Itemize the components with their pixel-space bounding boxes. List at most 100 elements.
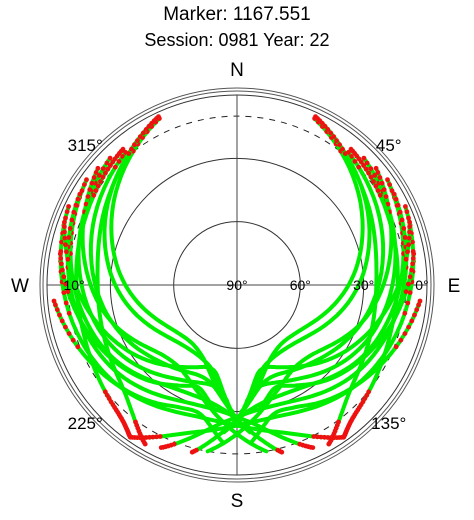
low-elevation-point xyxy=(409,318,415,324)
low-elevation-point xyxy=(71,209,77,215)
low-elevation-point xyxy=(100,174,106,180)
low-elevation-point xyxy=(66,235,72,240)
low-elevation-point xyxy=(326,441,332,447)
elevation-label-90: 90° xyxy=(226,277,247,293)
low-elevation-point xyxy=(356,164,362,170)
low-elevation-point xyxy=(401,226,407,231)
low-elevation-point xyxy=(154,434,160,440)
low-elevation-point xyxy=(381,187,387,193)
low-elevation-point xyxy=(352,159,358,164)
low-elevation-point xyxy=(63,300,69,306)
low-elevation-point xyxy=(82,182,87,188)
elevation-label-10: 10° xyxy=(64,277,85,293)
cardinal-north-label: N xyxy=(230,60,244,81)
low-elevation-point xyxy=(64,209,70,215)
low-elevation-point xyxy=(116,159,122,164)
low-elevation-point xyxy=(64,249,69,255)
satellite-track xyxy=(102,127,229,403)
low-elevation-point xyxy=(391,191,397,197)
low-elevation-point xyxy=(63,242,68,248)
satellite-track xyxy=(239,116,365,414)
low-elevation-point xyxy=(406,281,411,287)
low-elevation-point xyxy=(62,229,67,235)
low-elevation-point xyxy=(383,194,389,200)
low-elevation-point xyxy=(70,337,76,343)
satellite-track xyxy=(248,299,422,445)
low-elevation-point xyxy=(402,235,408,240)
cardinal-south-label: S xyxy=(231,491,244,512)
low-elevation-point xyxy=(140,130,146,136)
low-elevation-point xyxy=(318,434,324,440)
low-elevation-point xyxy=(337,142,342,148)
low-elevation-point xyxy=(158,445,164,450)
low-elevation-point xyxy=(62,235,68,241)
low-elevation-point xyxy=(385,177,390,183)
low-elevation-point xyxy=(379,180,385,186)
low-elevation-point xyxy=(61,274,67,280)
low-elevation-point xyxy=(98,179,103,184)
satellite-track xyxy=(109,116,235,414)
low-elevation-point xyxy=(58,256,64,261)
elevation-label-60: 60° xyxy=(290,277,311,293)
satellite-track xyxy=(80,166,269,454)
low-elevation-point xyxy=(399,217,405,223)
low-elevation-point xyxy=(363,166,369,172)
satellite-track xyxy=(58,251,217,412)
low-elevation-point xyxy=(358,159,364,165)
low-elevation-point xyxy=(342,151,348,157)
low-elevation-point xyxy=(334,138,339,144)
low-elevation-point xyxy=(372,173,378,178)
low-elevation-point xyxy=(69,217,75,223)
low-elevation-point xyxy=(405,300,411,306)
low-elevation-point xyxy=(410,261,415,267)
low-elevation-point xyxy=(63,324,68,330)
satellite-track xyxy=(52,299,226,445)
low-elevation-point xyxy=(375,170,381,175)
low-elevation-point xyxy=(404,209,410,215)
low-elevation-point xyxy=(107,155,113,161)
low-elevation-point xyxy=(410,239,415,245)
low-elevation-point xyxy=(189,449,195,455)
low-elevation-point xyxy=(79,188,85,194)
low-elevation-point xyxy=(150,434,156,440)
low-elevation-point xyxy=(366,389,372,395)
low-elevation-point xyxy=(331,134,337,140)
low-elevation-point xyxy=(410,256,416,261)
low-elevation-point xyxy=(62,224,67,230)
low-elevation-point xyxy=(393,344,399,350)
low-elevation-point xyxy=(66,310,72,316)
low-elevation-point xyxy=(84,177,89,183)
low-elevation-point xyxy=(129,146,134,152)
low-elevation-point xyxy=(407,219,412,225)
low-elevation-point xyxy=(63,215,68,221)
low-elevation-point xyxy=(361,155,367,161)
low-elevation-point xyxy=(412,312,417,318)
low-elevation-point xyxy=(407,224,412,230)
cardinal-west-label: W xyxy=(11,276,29,297)
low-elevation-point xyxy=(132,142,137,148)
low-elevation-point xyxy=(57,251,63,257)
satellite-track xyxy=(95,114,161,447)
satellite-track xyxy=(205,166,394,454)
low-elevation-point xyxy=(403,204,408,209)
low-elevation-point xyxy=(95,183,101,189)
low-elevation-point xyxy=(137,134,143,140)
low-elevation-point xyxy=(95,165,101,171)
low-elevation-point xyxy=(63,281,68,287)
low-elevation-point xyxy=(405,249,410,255)
low-elevation-point xyxy=(93,170,99,175)
low-elevation-point xyxy=(110,159,116,165)
low-elevation-point xyxy=(397,209,403,215)
low-elevation-point xyxy=(395,202,401,208)
low-elevation-point xyxy=(91,175,97,180)
low-elevation-point xyxy=(377,175,383,180)
satellite-track xyxy=(313,114,379,447)
low-elevation-point xyxy=(53,302,58,308)
low-elevation-point xyxy=(325,126,331,132)
low-elevation-point xyxy=(373,165,379,171)
low-elevation-point xyxy=(96,173,102,178)
low-elevation-point xyxy=(385,201,391,207)
low-elevation-point xyxy=(105,166,111,172)
chart-title: Marker: 1167.551 xyxy=(163,4,311,25)
